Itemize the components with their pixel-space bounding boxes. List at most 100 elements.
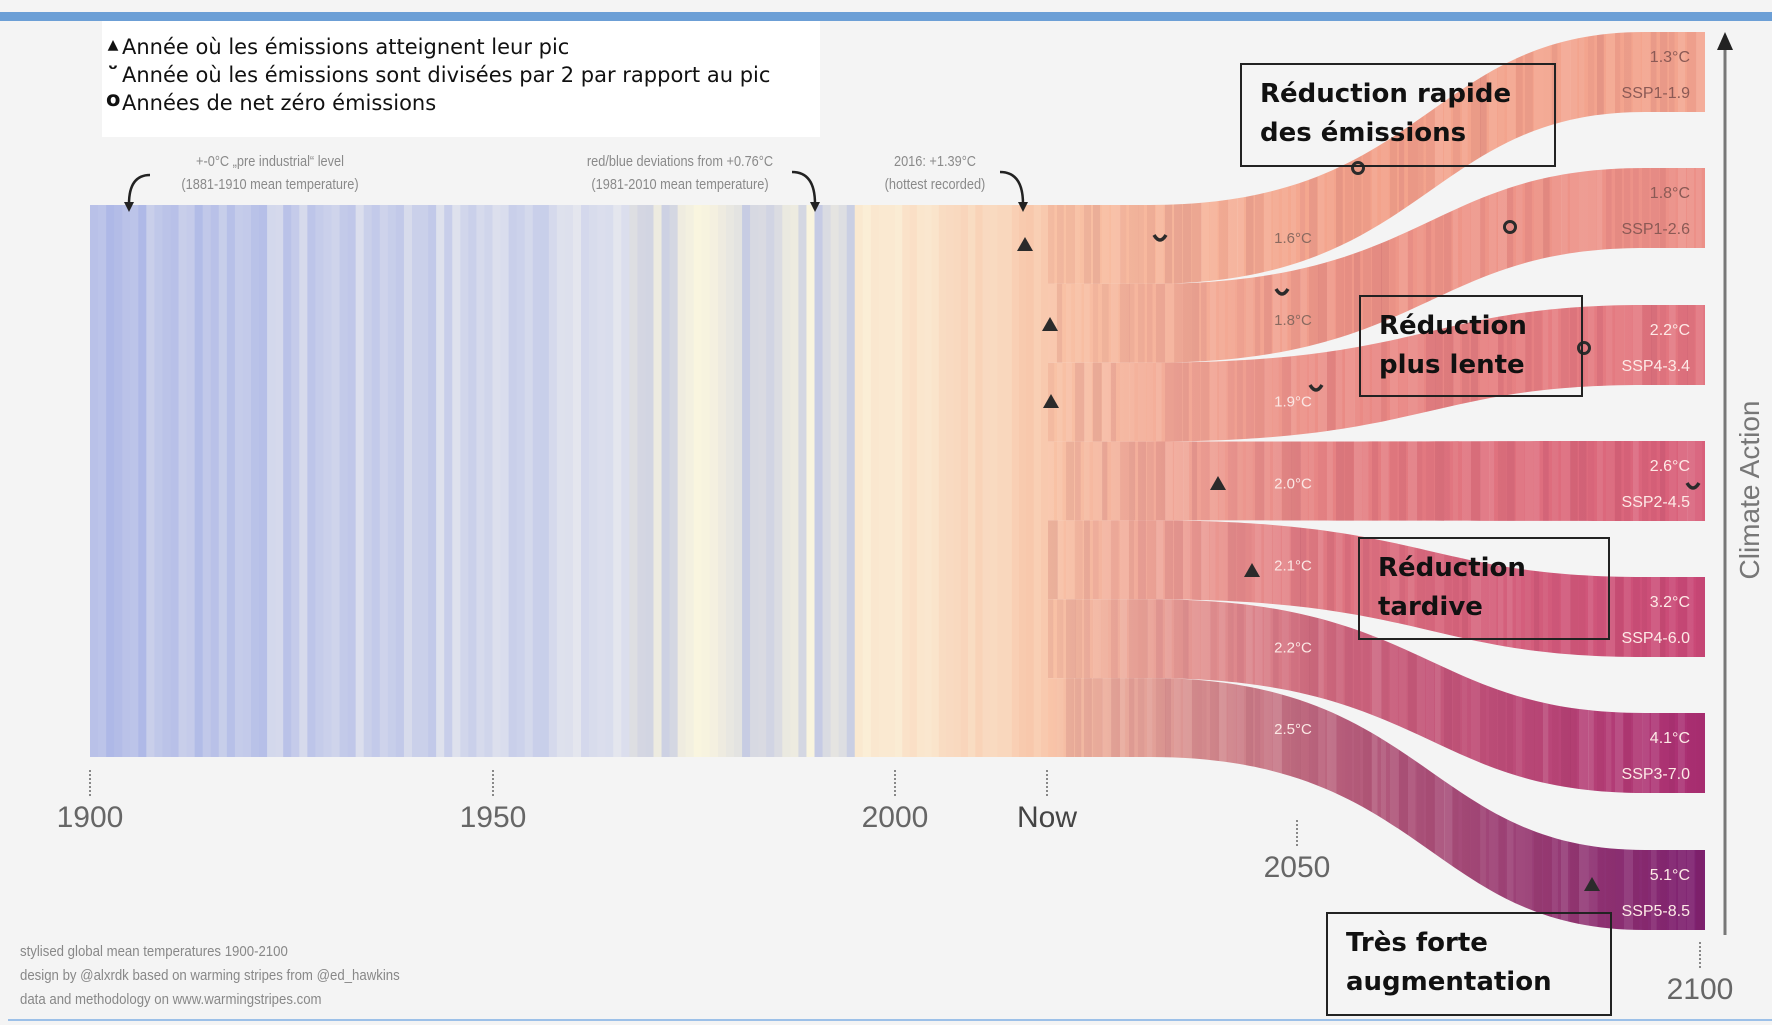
stripe (1237, 305, 1243, 442)
stripe (1273, 305, 1279, 442)
temperature-stripe (895, 205, 903, 757)
temperature-stripe (331, 205, 341, 757)
stripe (1363, 305, 1370, 442)
stripe (1264, 305, 1273, 442)
netzero-circle-icon (1503, 220, 1517, 234)
stripe (1390, 599, 1399, 793)
stripe (1462, 678, 1471, 930)
stripe (1381, 32, 1389, 284)
temperature-stripe (226, 205, 236, 757)
scenario-labels: 1.6°C 1.3°C SSP1-1.9 1.8°C 1.8°C SSP1-2.6 1.9°… (1274, 49, 1690, 920)
temperature-stripe (251, 205, 260, 757)
stripe (1390, 168, 1396, 363)
stripe (1408, 520, 1415, 657)
stripe (1552, 305, 1559, 442)
temperature-stripe (323, 205, 333, 757)
stripe (1390, 520, 1400, 657)
scenario-band-ssp4-6.0 (1048, 520, 1705, 657)
stripe (1120, 305, 1130, 442)
x-tick-label: Now (1016, 801, 1078, 834)
stripe (1444, 168, 1452, 363)
stripe (1471, 32, 1481, 284)
stripe (1237, 441, 1243, 521)
stripe (1345, 441, 1354, 521)
legend-item-peak: ▲ Année où les émissions atteignent leur… (108, 35, 570, 59)
climate-action-label: Climate Action (1734, 400, 1765, 580)
stripe (1192, 520, 1202, 657)
stripe (1480, 441, 1490, 521)
temperature-stripe (299, 205, 308, 757)
temperature-stripe (846, 205, 856, 757)
stripe (1192, 441, 1198, 521)
stripe (1201, 441, 1210, 521)
stripe (1111, 305, 1117, 442)
stripe (1417, 599, 1426, 793)
stripe (1264, 441, 1271, 521)
scenario-band-ssp3-7.0 (1048, 599, 1705, 793)
stripe (1633, 305, 1643, 442)
stripe (1426, 678, 1435, 930)
stripe (1660, 441, 1666, 521)
legend: ▲ Année où les émissions atteignent leur… (102, 21, 820, 137)
climate-action-arrowhead-icon (1717, 32, 1733, 50)
peak-triangle-icon (1584, 877, 1600, 891)
callout-rapid-reduction: Réduction rapide des émissions (1240, 63, 1556, 167)
stripe (1417, 520, 1426, 657)
temperature-stripe (878, 205, 888, 757)
temperature-stripe (412, 205, 421, 757)
stripe (1255, 520, 1262, 657)
halved-cup-icon (1308, 384, 1324, 392)
stripe (1381, 305, 1387, 442)
stripe (1498, 305, 1504, 442)
stripe (1255, 441, 1265, 521)
stripe (1129, 441, 1136, 521)
stripe (1669, 305, 1676, 442)
stripe (1363, 168, 1372, 363)
temp-2050-label: 2.1°C (1274, 557, 1312, 574)
temperature-stripe (613, 205, 622, 757)
annotation-arrow (127, 173, 151, 205)
stripe (1597, 305, 1603, 442)
stripe (1381, 599, 1389, 793)
stripe (1426, 599, 1435, 793)
stripe (1336, 520, 1343, 657)
stripe (1678, 441, 1688, 521)
temperature-stripe (968, 205, 976, 757)
stripe (1372, 168, 1382, 363)
stripe (1048, 520, 1058, 657)
stripe (1453, 32, 1461, 284)
temperature-stripe (661, 205, 671, 757)
temperature-stripe (960, 205, 969, 757)
stripe (1246, 520, 1252, 657)
stripe (1165, 520, 1174, 657)
stripe (1507, 305, 1513, 442)
stripe (1489, 168, 1497, 363)
stripe (1111, 520, 1119, 657)
stripe (1543, 520, 1549, 657)
temperature-stripe (870, 205, 880, 757)
annotation-line: red/blue deviations from +0.76°C (586, 153, 774, 170)
stripe (1453, 168, 1459, 363)
temperature-stripe (186, 205, 196, 757)
stripe (1633, 441, 1639, 521)
stripe (1444, 678, 1453, 930)
stripe (1048, 305, 1055, 442)
stripe (1579, 520, 1586, 657)
callout-line: Très forte (1346, 928, 1488, 958)
stripe (1390, 305, 1399, 442)
stripe (1255, 305, 1265, 442)
arrowhead-icon (810, 202, 820, 212)
stripe (1408, 599, 1417, 793)
stripe (1678, 520, 1688, 657)
annotation-line: 2016: +1.39°C (893, 153, 977, 170)
hottest-annotation: 2016: +1.39°C (hottest recorded) (867, 150, 1003, 196)
band-stripes (1048, 441, 1703, 521)
stripe (1453, 599, 1461, 793)
temperature-stripe (524, 205, 534, 757)
temperature-stripe (460, 205, 469, 757)
temp-2100-label: 3.2°C (1650, 594, 1690, 611)
temperature-stripe (862, 205, 872, 757)
temperature-stripe (621, 205, 630, 757)
temperature-stripe (516, 205, 526, 757)
temperature-stripe (540, 205, 550, 757)
